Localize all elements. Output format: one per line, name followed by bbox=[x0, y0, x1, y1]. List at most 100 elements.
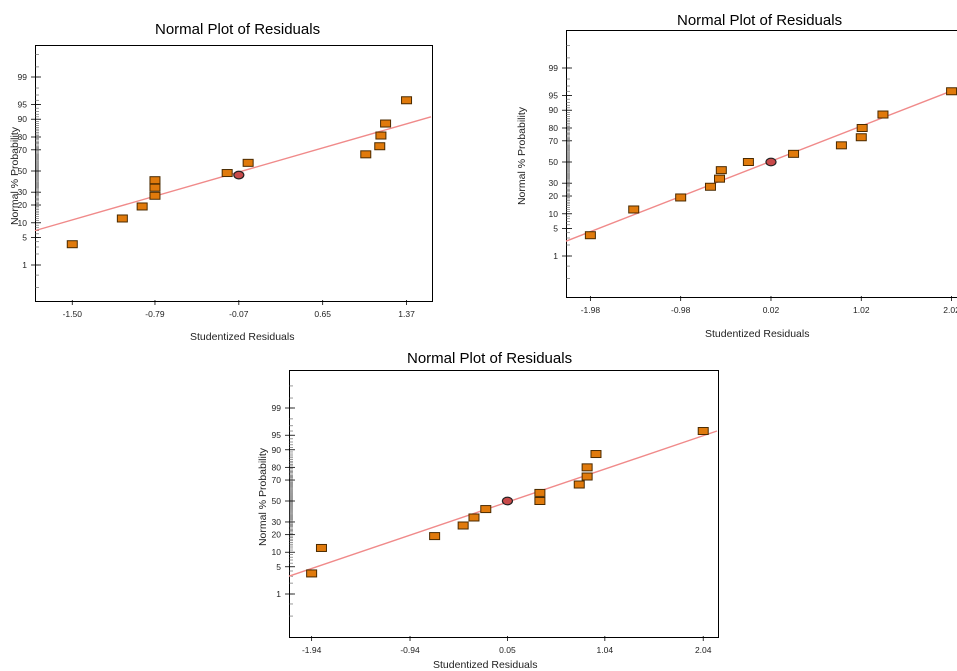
y-tick-label: 99 bbox=[549, 63, 559, 73]
chart-panel-2: Normal Plot of Residuals 1 5 10 20 30 50 70 80 9… bbox=[480, 0, 957, 345]
y-tick-label: 80 bbox=[549, 123, 559, 133]
data-point bbox=[534, 497, 546, 505]
data-point bbox=[457, 521, 469, 530]
x-tick-label: 1.37 bbox=[398, 309, 415, 319]
y-tick-label: 70 bbox=[549, 136, 559, 146]
data-point bbox=[468, 513, 480, 522]
y-tick-label: 30 bbox=[272, 517, 282, 527]
y-tick-label: 30 bbox=[549, 178, 559, 188]
y-tick-label: 70 bbox=[18, 145, 28, 155]
data-point bbox=[66, 240, 78, 249]
data-point bbox=[573, 480, 585, 489]
x-tick-label: -1.94 bbox=[302, 645, 322, 655]
chart-panel-1: Normal Plot of Residuals 1 5 10 20 30 50 70 80 9… bbox=[0, 0, 480, 345]
data-point bbox=[590, 450, 602, 459]
y-tick-label: 95 bbox=[549, 91, 559, 101]
data-point bbox=[788, 149, 800, 158]
data-point bbox=[628, 205, 640, 214]
data-point bbox=[429, 532, 441, 541]
data-point-highlight bbox=[765, 157, 777, 167]
x-tick-label: -0.98 bbox=[671, 305, 691, 315]
data-point-highlight bbox=[233, 170, 245, 180]
data-point bbox=[306, 569, 318, 578]
data-point bbox=[480, 505, 492, 514]
x-tick-label: 1.04 bbox=[597, 645, 614, 655]
x-tick-label: 0.65 bbox=[314, 309, 331, 319]
y-tick-label: 30 bbox=[18, 187, 28, 197]
x-tick-label: 2.04 bbox=[695, 645, 712, 655]
data-point bbox=[835, 141, 847, 150]
y-tick-label: 1 bbox=[553, 251, 558, 261]
data-point bbox=[742, 158, 754, 166]
x-tick-label: -0.94 bbox=[400, 645, 420, 655]
data-point bbox=[315, 543, 327, 552]
x-tick-label: -1.50 bbox=[63, 309, 83, 319]
data-point bbox=[581, 472, 593, 481]
data-point bbox=[714, 174, 726, 183]
chart-panel-3: Normal Plot of Residuals 1 5 10 20 30 50 70 80 9… bbox=[240, 345, 720, 671]
chart-title: Normal Plot of Residuals bbox=[407, 350, 573, 367]
y-tick-label: 5 bbox=[22, 232, 27, 242]
y-axis-label: Normal % Probability bbox=[257, 447, 269, 547]
data-point bbox=[946, 87, 957, 96]
chart-svg: 1 5 10 20 30 50 70 80 90 95 99 -1.98 -0.98 0.02 1.02 2.… bbox=[549, 45, 957, 315]
y-tick-label: 80 bbox=[18, 132, 28, 142]
data-point bbox=[374, 142, 386, 151]
x-tick-label: 1.02 bbox=[853, 305, 870, 315]
x-axis-label: Studentized Residuals bbox=[705, 328, 810, 340]
y-tick-label: 90 bbox=[272, 445, 282, 455]
data-point bbox=[221, 169, 233, 178]
data-point bbox=[534, 488, 546, 497]
x-axis-label: Studentized Residuals bbox=[190, 331, 295, 343]
data-point bbox=[704, 182, 716, 191]
data-point-highlight bbox=[501, 496, 514, 506]
data-point bbox=[584, 231, 596, 240]
y-axis-label: Normal % Probability bbox=[516, 106, 528, 206]
chart-svg: 1 5 10 20 30 50 70 80 90 95 99 -1.50 -0.79 -0.07 0.65 1… bbox=[18, 54, 432, 319]
y-tick-label: 90 bbox=[18, 114, 28, 124]
y-tick-label: 70 bbox=[272, 475, 282, 485]
y-tick-label: 50 bbox=[272, 496, 282, 506]
data-point bbox=[675, 193, 687, 202]
x-tick-label: 0.05 bbox=[499, 645, 516, 655]
y-tick-label: 99 bbox=[18, 72, 28, 82]
fit-line bbox=[34, 116, 432, 232]
chart-title: Normal Plot of Residuals bbox=[155, 21, 321, 38]
y-tick-label: 50 bbox=[549, 157, 559, 167]
y-tick-label: 95 bbox=[18, 100, 28, 110]
data-point bbox=[877, 110, 889, 119]
y-tick-label: 5 bbox=[553, 223, 558, 233]
data-point bbox=[136, 202, 148, 211]
y-tick-label: 10 bbox=[549, 209, 559, 219]
y-tick-label: 90 bbox=[549, 105, 559, 115]
x-tick-label: -1.98 bbox=[581, 305, 601, 315]
data-point bbox=[581, 463, 593, 472]
plot-area bbox=[566, 30, 957, 298]
y-tick-label: 95 bbox=[272, 430, 282, 440]
x-tick-label: -0.07 bbox=[229, 309, 249, 319]
x-tick-label: -0.79 bbox=[145, 309, 165, 319]
chart-svg: 1 5 10 20 30 50 70 80 90 95 99 -1.94 -0.94 0.05 1.04 2.… bbox=[272, 385, 718, 655]
data-point bbox=[855, 133, 867, 142]
data-point bbox=[242, 158, 254, 167]
x-tick-label: 0.02 bbox=[763, 305, 780, 315]
data-point bbox=[401, 96, 413, 105]
y-tick-label: 99 bbox=[272, 403, 282, 413]
chart-title: Normal Plot of Residuals bbox=[677, 12, 843, 29]
data-point bbox=[856, 123, 868, 132]
x-tick-label: 2.02 bbox=[943, 305, 957, 315]
x-axis-label: Studentized Residuals bbox=[433, 659, 538, 671]
y-tick-label: 1 bbox=[22, 260, 27, 270]
y-tick-label: 1 bbox=[276, 589, 281, 599]
y-tick-label: 80 bbox=[272, 462, 282, 472]
data-point bbox=[149, 176, 161, 185]
y-tick-label: 50 bbox=[18, 166, 28, 176]
data-point bbox=[697, 427, 709, 436]
data-point bbox=[149, 191, 161, 200]
y-tick-label: 20 bbox=[18, 200, 28, 210]
data-point bbox=[715, 166, 727, 175]
fit-line bbox=[565, 88, 957, 242]
data-point bbox=[116, 214, 128, 223]
y-axis-label: Normal % Probability bbox=[9, 126, 21, 226]
y-tick-label: 20 bbox=[549, 191, 559, 201]
